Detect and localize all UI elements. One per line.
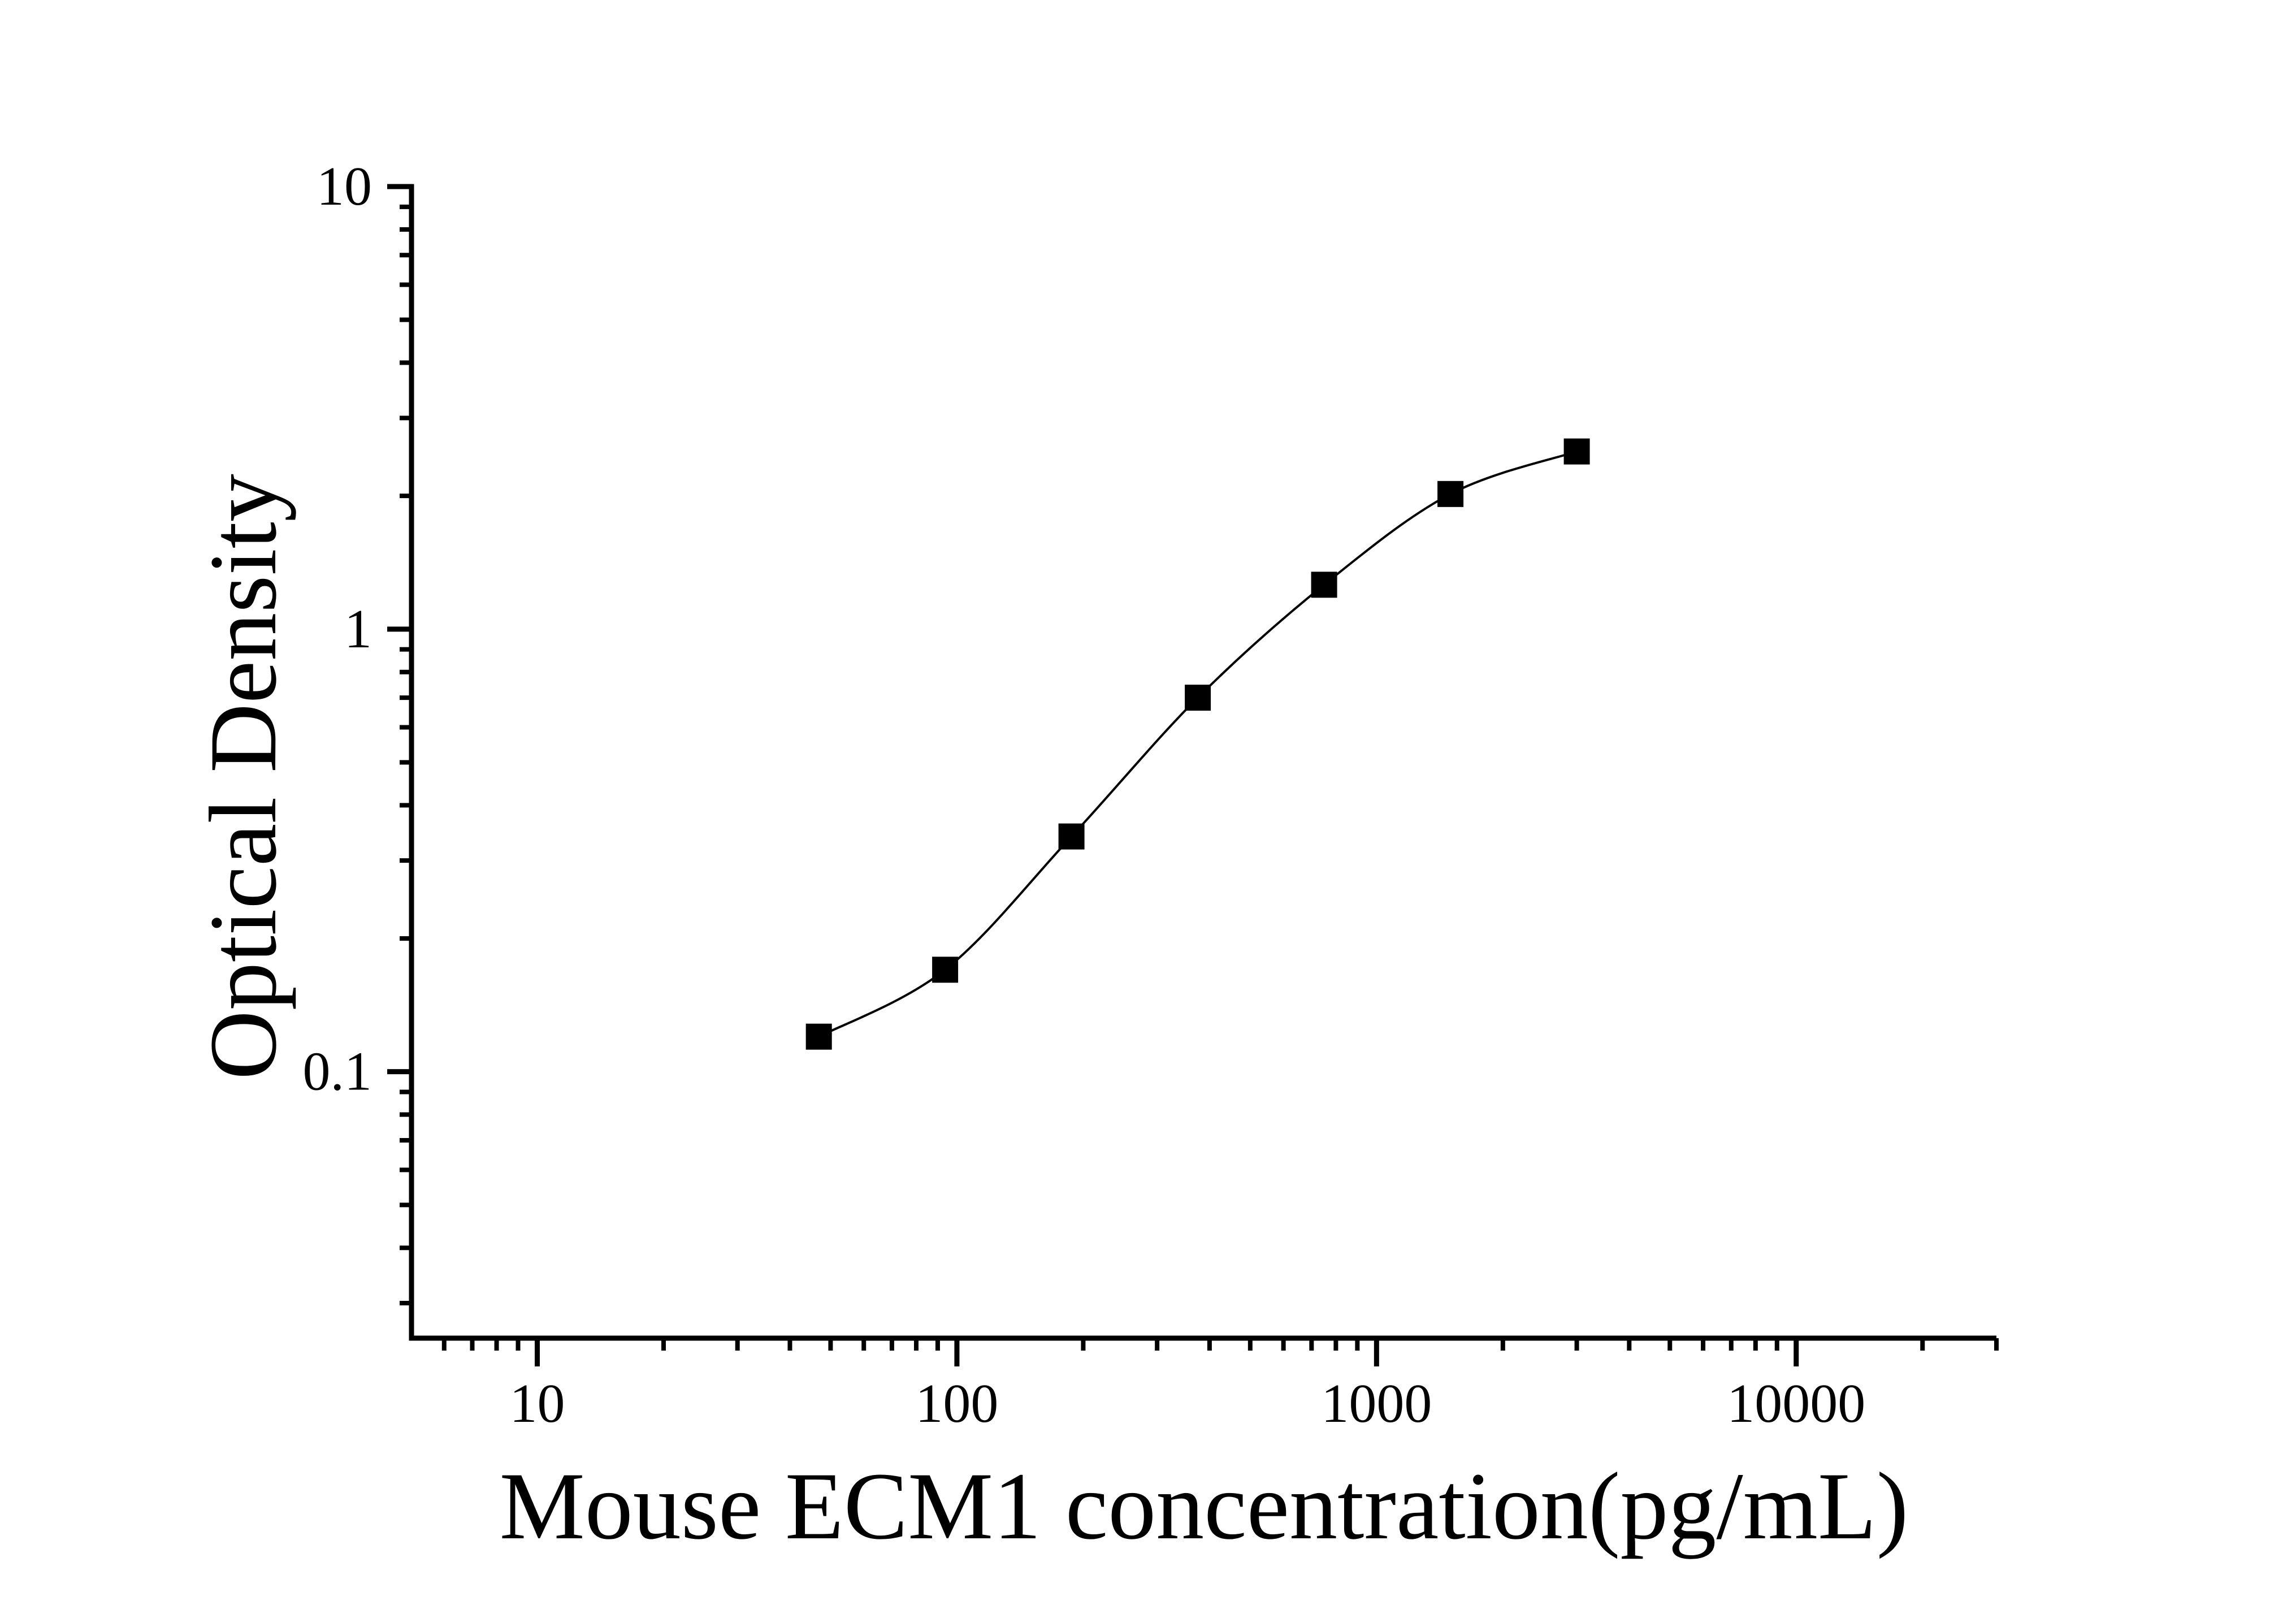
y-tick-label: 0.1 [303,1041,372,1102]
x-tick-label: 100 [915,1373,998,1434]
data-point-marker [805,1023,832,1050]
data-point-marker [1185,685,1211,711]
y-axis-title: Optical Density [190,474,296,1080]
y-tick-label: 10 [317,156,372,217]
data-point-marker [1437,481,1464,507]
x-axis-title: Mouse ECM1 concentration(pg/mL) [500,1453,1909,1559]
data-point-marker [932,957,959,983]
y-axis-ticks [387,184,411,1306]
x-tick-label: 1000 [1321,1373,1432,1434]
data-point-marker [1058,823,1085,850]
x-tick-label: 10 [509,1373,565,1434]
data-point-marker [1311,572,1337,598]
x-axis-tick-labels: 10 100 1000 10000 [509,1373,1865,1434]
y-axis-tick-labels: 10 1 0.1 [303,156,372,1102]
x-tick-label: 10000 [1727,1373,1865,1434]
x-axis-ticks [441,1338,1999,1366]
y-tick-label: 1 [344,599,372,660]
data-point-marker [1563,438,1590,465]
data-point-markers [805,438,1590,1050]
standard-curve-line [818,450,1578,1038]
